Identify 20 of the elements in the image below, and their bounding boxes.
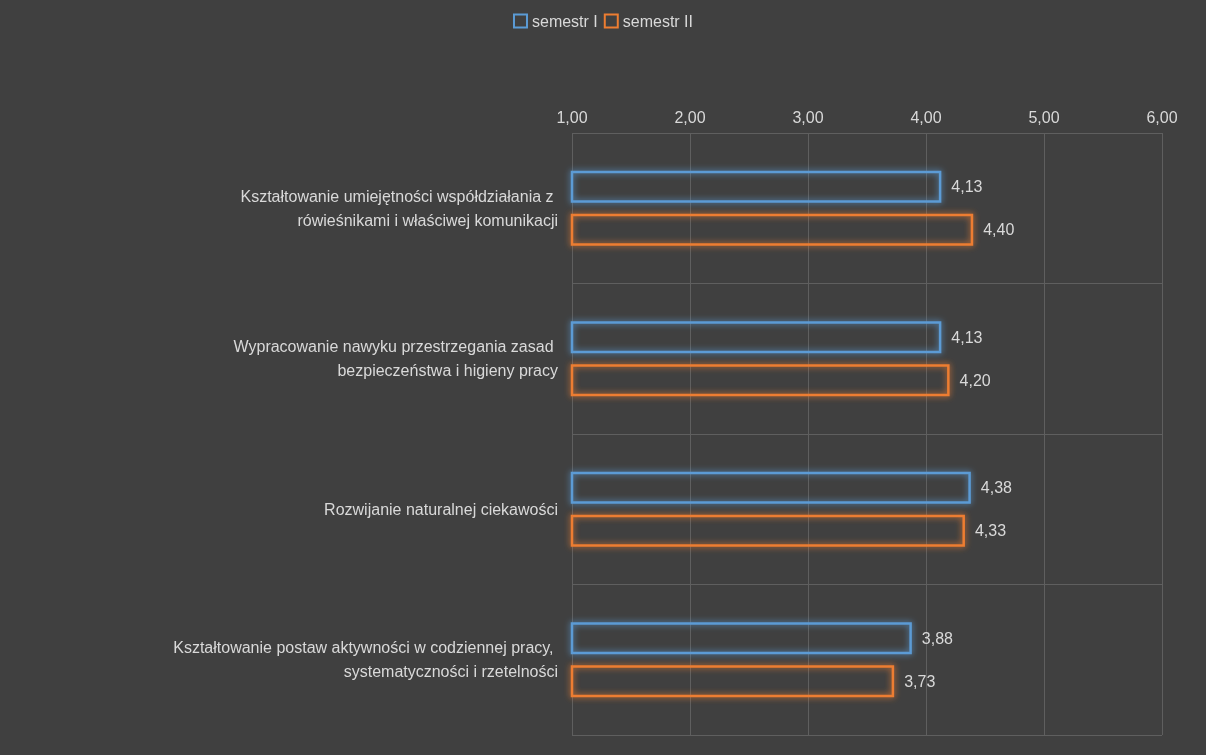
y-tick-label: Kształtowanie umiejętności współdziałania z rówieśnikami i właściwej komunikacji <box>240 187 558 229</box>
x-tick-label: 6,00 <box>1146 108 1178 126</box>
y-tick-label: Rozwijanie naturalnej ciekawości <box>324 500 558 518</box>
x-tick-label: 2,00 <box>674 108 706 126</box>
data-label: 3,88 <box>921 629 954 647</box>
y-tick-label: Wypracowanie nawyku przestrzegania zasad bezpieczeństwa i higieny pracy <box>233 338 558 380</box>
data-label: 4,33 <box>974 522 1007 540</box>
data-label: 4,20 <box>959 371 991 389</box>
data-label: 3,73 <box>904 672 936 690</box>
x-tick-label: 4,00 <box>910 108 942 126</box>
data-label: 4,38 <box>980 479 1013 497</box>
x-tick-label: 1,00 <box>556 108 588 126</box>
legend-label: semestr I <box>531 12 598 30</box>
x-tick-label: 5,00 <box>1028 108 1060 126</box>
data-label: 4,13 <box>951 178 983 196</box>
x-tick-label: 3,00 <box>792 108 824 126</box>
y-tick-label: Kształtowanie postaw aktywności w codziennej pracy, systematyczności i rzetelności <box>173 639 558 681</box>
legend-label: semestr II <box>622 12 694 30</box>
data-label: 4,40 <box>983 221 1015 239</box>
data-label: 4,13 <box>951 328 983 346</box>
